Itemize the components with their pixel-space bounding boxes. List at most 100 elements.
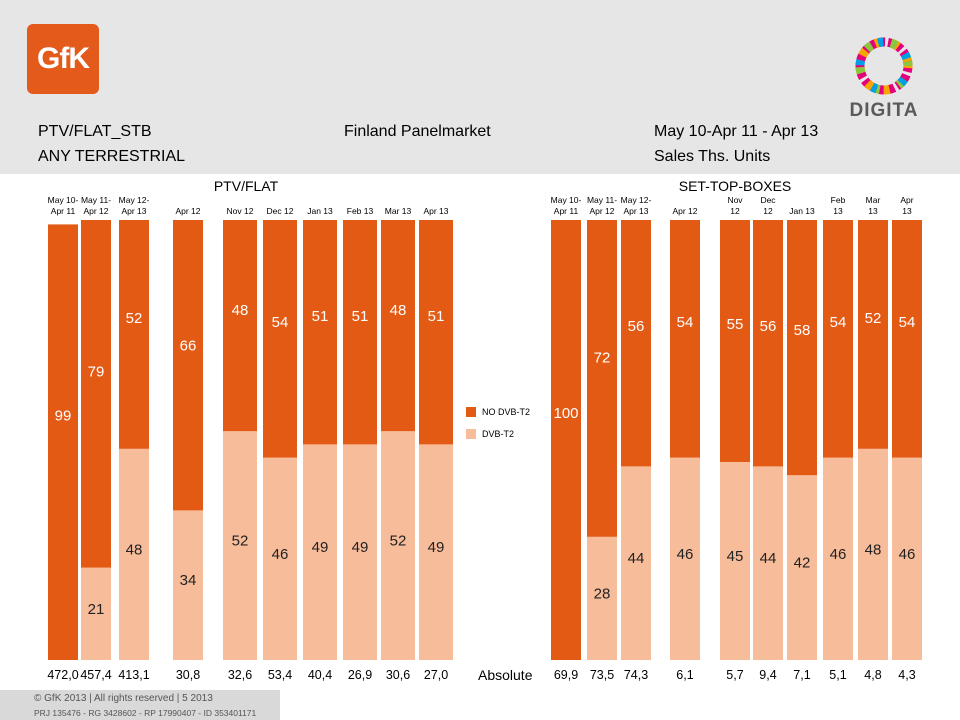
column-header-line: Feb 13: [346, 206, 374, 216]
bar-dvb-t2: [81, 567, 111, 660]
column-header-line: May 10-: [47, 195, 79, 205]
data-label-dvb-t2: 49: [312, 539, 329, 556]
data-label-no-dvb-t2: 54: [899, 314, 916, 331]
data-label-no-dvb-t2: 66: [180, 338, 197, 355]
data-label-dvb-t2: 42: [794, 555, 811, 572]
bar-dvb-t2: [263, 457, 297, 660]
column-header: Nov 12: [715, 195, 755, 217]
column-header-line: Nov: [727, 195, 743, 205]
data-label-dvb-t2: 46: [272, 546, 289, 563]
footer-copyright: © GfK 2013 | All rights reserved | 5 201…: [34, 693, 213, 704]
data-label-dvb-t2: 52: [390, 533, 407, 550]
absolute-value: 4,8: [864, 668, 882, 682]
bar-no-dvb-t2: [753, 220, 783, 467]
column-header: Jan 13: [300, 206, 340, 217]
absolute-label: Absolute: [478, 667, 533, 683]
absolute-value: 69,9: [553, 668, 579, 682]
legend-swatch-no-dvb-t2: [466, 407, 476, 417]
column-header-line: 12: [763, 206, 773, 216]
bar-no-dvb-t2: [720, 220, 750, 462]
bar-dvb-t2: [173, 510, 203, 660]
bar-dvb-t2: [587, 536, 617, 660]
absolute-value: 472,0: [47, 668, 79, 682]
header-period: May 10-Apr 11 - Apr 13: [654, 123, 819, 140]
legend: NO DVB-T2 DVB-T2: [466, 401, 530, 445]
data-label-dvb-t2: 49: [428, 539, 445, 556]
column-header: May 10- Apr 11: [43, 195, 83, 217]
column-header: Dec 12: [748, 195, 788, 217]
column-header-line: May 11-: [80, 195, 112, 205]
bar-dvb-t2: [753, 466, 783, 660]
legend-label-dvb-t2: DVB-T2: [482, 429, 515, 439]
bar-no-dvb-t2: [81, 220, 111, 568]
data-label-no-dvb-t2: 52: [126, 310, 143, 327]
digita-logo-text: DIGITA: [849, 100, 919, 121]
absolute-value: 30,6: [385, 668, 411, 682]
column-header-line: May 12-: [118, 195, 150, 205]
absolute-value: 7,1: [793, 668, 811, 682]
column-header-line: May 12-: [620, 195, 652, 205]
bar-dvb-t2: [787, 475, 817, 660]
absolute-value: 26,9: [347, 668, 373, 682]
data-label-no-dvb-t2: 54: [677, 314, 694, 331]
column-header: May 11- Apr 12: [76, 195, 116, 217]
data-label-no-dvb-t2: 100: [553, 405, 578, 422]
column-header: May 11- Apr 12: [582, 195, 622, 217]
bar-dvb-t2: [223, 431, 257, 660]
absolute-value: 9,4: [759, 668, 777, 682]
column-header-line: Dec 12: [266, 206, 294, 216]
column-header: May 10- Apr 11: [546, 195, 586, 217]
bar-no-dvb-t2: [381, 220, 415, 432]
data-label-no-dvb-t2: 54: [272, 314, 289, 331]
column-header-line: Apr 12: [83, 206, 109, 216]
bar-dvb-t2: [303, 444, 337, 660]
data-label-dvb-t2: 45: [727, 548, 744, 565]
data-label-dvb-t2: 44: [760, 550, 777, 567]
bar-no-dvb-t2: [892, 220, 922, 458]
absolute-value: 6,1: [676, 668, 694, 682]
column-header: Feb 13: [340, 206, 380, 217]
digita-logo: DIGITA: [846, 34, 922, 122]
bar-dvb-t2: [823, 457, 853, 660]
column-header-line: May 10-: [550, 195, 582, 205]
data-label-dvb-t2: 28: [594, 585, 611, 602]
footer-reference: PRJ 135476 - RG 3428602 - RP 17990407 - …: [34, 708, 257, 718]
bar-no-dvb-t2: [419, 220, 453, 445]
column-header: Apr 12: [665, 206, 705, 217]
column-header-line: Apr: [900, 195, 914, 205]
column-header: May 12- Apr 13: [616, 195, 656, 217]
bar-dvb-t2: [858, 448, 888, 660]
bar-dvb-t2: [670, 457, 700, 660]
data-label-no-dvb-t2: 56: [628, 318, 645, 335]
bar-dvb-t2: [720, 462, 750, 660]
data-label-dvb-t2: 46: [677, 546, 694, 563]
data-label-no-dvb-t2: 51: [312, 308, 329, 325]
bar-dvb-t2: [621, 466, 651, 660]
bar-dvb-t2: [419, 444, 453, 660]
data-label-no-dvb-t2: 48: [232, 302, 249, 319]
column-header-line: Jan 13: [307, 206, 333, 216]
column-header: Apr 13: [887, 195, 927, 217]
column-header-line: Feb: [830, 195, 846, 205]
data-label-dvb-t2: 52: [232, 533, 249, 550]
data-label-dvb-t2: 46: [830, 546, 847, 563]
bar-no-dvb-t2: [670, 220, 700, 458]
absolute-value: 5,1: [829, 668, 847, 682]
absolute-value: 413,1: [118, 668, 150, 682]
bar-no-dvb-t2: [587, 220, 617, 537]
column-header: Nov 12: [220, 206, 260, 217]
absolute-value: 457,4: [80, 668, 112, 682]
bar-dvb-t2: [892, 457, 922, 660]
bar-no-dvb-t2: [303, 220, 337, 445]
absolute-value: 30,8: [175, 668, 201, 682]
bar-dvb-t2: [119, 448, 149, 660]
group-label-stb: SET-TOP-BOXES: [678, 178, 792, 194]
column-header-line: Mar 13: [384, 206, 412, 216]
header-measure: Sales Ths. Units: [654, 148, 771, 165]
absolute-value: 73,5: [589, 668, 615, 682]
legend-item-dvb-t2: DVB-T2: [466, 423, 530, 445]
bar-dvb-t2: [381, 431, 415, 660]
bar-no-dvb-t2: [223, 220, 257, 432]
data-label-no-dvb-t2: 48: [390, 302, 407, 319]
legend-swatch-dvb-t2: [466, 429, 476, 439]
